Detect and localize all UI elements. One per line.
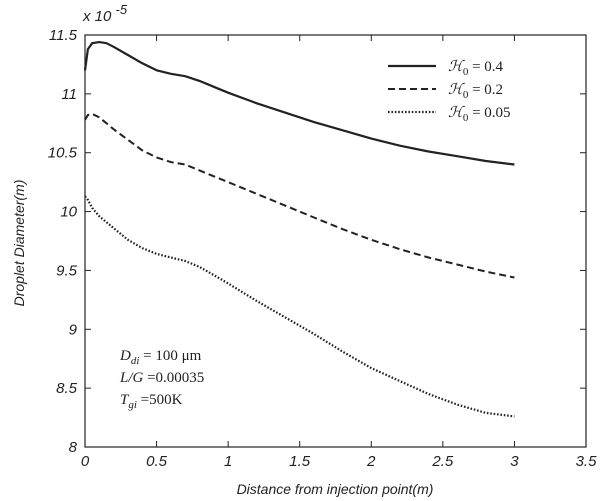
y-tick-label: 10 <box>60 204 77 221</box>
y-scale-exponent: -5 <box>116 2 128 17</box>
x-tick-label: 0 <box>81 453 90 470</box>
x-tick-label: 2 <box>366 453 376 470</box>
x-tick-label: 0.5 <box>146 453 168 470</box>
series-line-1 <box>83 40 515 166</box>
legend: ℋ0 = 0.4 ℋ0 = 0.2 ℋ0 = 0.05 <box>388 59 511 124</box>
annotation-line: Tgi =500K <box>120 392 183 411</box>
series-group <box>83 40 515 418</box>
y-axis-ticks: 8 8.5 9 9.5 10 10.5 11 11.5 <box>48 27 586 456</box>
x-tick-label: 1.5 <box>289 453 311 470</box>
x-tick-label: 2.5 <box>431 453 454 470</box>
x-axis-label: Distance from injection point(m) <box>237 481 434 497</box>
x-tick-label: 1 <box>224 453 232 470</box>
legend-label: ℋ0 = 0.4 <box>448 59 504 78</box>
y-tick-label: 8 <box>69 439 78 456</box>
y-tick-label: 8.5 <box>56 380 78 397</box>
annotation-line: Ddi = 100 μm <box>119 348 202 367</box>
y-axis-label: Droplet Diameter(m) <box>11 180 27 307</box>
annotation-line: L/G =0.00035 <box>119 370 204 386</box>
parameter-annotations: Ddi = 100 μm L/G =0.00035 Tgi =500K <box>119 348 204 411</box>
y-scale-label: x 10 -5 <box>82 2 128 25</box>
y-tick-label: 11 <box>61 86 77 103</box>
legend-label: ℋ0 = 0.05 <box>448 105 511 124</box>
y-tick-label: 9 <box>69 321 78 338</box>
series-line-2 <box>84 112 515 279</box>
legend-label: ℋ0 = 0.2 <box>448 82 503 101</box>
x-axis-ticks: 0 0.5 1 1.5 2 2.5 3 3.5 <box>81 35 597 470</box>
x-tick-label: 3 <box>510 453 519 470</box>
y-scale-base: x 10 <box>82 8 112 25</box>
x-tick-label: 3.5 <box>576 453 598 470</box>
plot-frame <box>84 34 587 448</box>
y-tick-label: 11.5 <box>49 27 78 44</box>
y-tick-label: 10.5 <box>48 145 78 162</box>
y-tick-label: 9.5 <box>56 262 78 279</box>
